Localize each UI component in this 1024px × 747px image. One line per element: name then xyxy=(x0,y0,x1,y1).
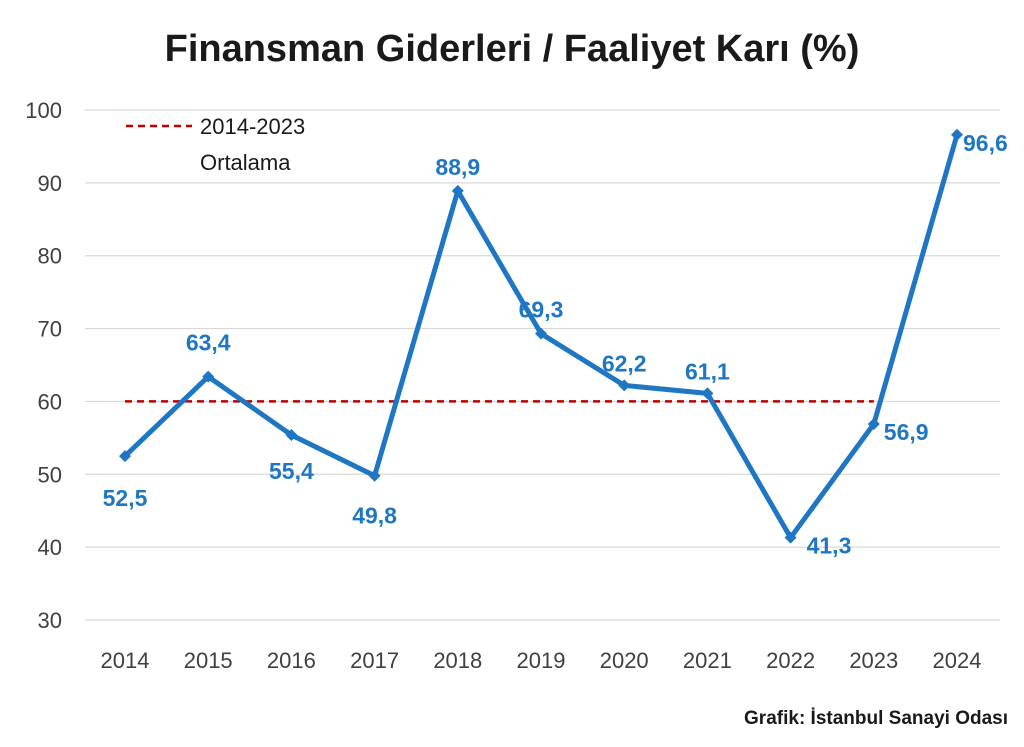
data-point-marker xyxy=(535,327,547,340)
source-credit: Grafik: İstanbul Sanayi Odası xyxy=(744,708,1008,729)
y-tick-label: 80 xyxy=(38,244,62,269)
data-label: 55,4 xyxy=(269,458,314,484)
data-point-marker xyxy=(618,379,631,392)
data-label: 62,2 xyxy=(602,350,647,376)
y-tick-label: 40 xyxy=(38,535,62,560)
data-point-marker xyxy=(867,418,880,431)
data-label: 96,6 xyxy=(963,130,1008,156)
data-point-marker xyxy=(701,387,714,400)
data-point-marker xyxy=(368,469,381,482)
x-tick-label: 2015 xyxy=(184,648,233,673)
y-tick-label: 50 xyxy=(38,462,62,487)
data-label: 61,1 xyxy=(685,358,730,384)
data-label: 63,4 xyxy=(186,330,231,356)
data-label: 49,8 xyxy=(352,503,397,529)
x-tick-label: 2021 xyxy=(683,648,732,673)
data-label: 88,9 xyxy=(435,154,480,180)
x-tick-label: 2014 xyxy=(101,648,150,673)
data-label: 41,3 xyxy=(807,533,852,559)
data-point-marker xyxy=(119,450,131,463)
data-point-marker xyxy=(285,428,298,441)
x-tick-label: 2018 xyxy=(433,648,482,673)
data-label: 56,9 xyxy=(884,419,929,445)
x-tick-label: 2017 xyxy=(350,648,399,673)
x-tick-label: 2022 xyxy=(766,648,815,673)
x-tick-label: 2023 xyxy=(849,648,898,673)
data-point-marker xyxy=(951,128,963,141)
y-tick-label: 30 xyxy=(38,608,62,633)
legend: 2014-2023 Ortalama xyxy=(126,114,305,175)
x-tick-label: 2020 xyxy=(600,648,649,673)
x-axis-ticks: 2014 2015 2016 2017 2018 2019 2020 2021 2022 2023… xyxy=(101,648,982,673)
data-labels: 52,5 63,4 55,4 49,8 88,9 69,3 62,2 61,1 41,3 56,9… xyxy=(103,130,1008,559)
data-point-marker xyxy=(451,184,464,197)
data-point-marker xyxy=(784,531,797,544)
legend-label-line2: Ortalama xyxy=(200,150,291,175)
chart-title: Finansman Giderleri / Faaliyet Karı (%) xyxy=(164,28,860,70)
series-line-group xyxy=(119,128,963,544)
y-tick-label: 60 xyxy=(38,389,62,414)
data-label: 69,3 xyxy=(519,297,564,323)
gridlines xyxy=(85,109,1000,621)
y-tick-label: 90 xyxy=(38,171,62,196)
y-tick-label: 70 xyxy=(38,317,62,342)
y-tick-label: 100 xyxy=(25,98,62,123)
data-point-marker xyxy=(202,370,215,383)
x-tick-label: 2019 xyxy=(517,648,566,673)
x-tick-label: 2016 xyxy=(267,648,316,673)
y-axis-ticks: 30 40 50 60 70 80 90 100 xyxy=(25,98,62,633)
legend-label-line1: 2014-2023 xyxy=(200,114,305,139)
data-label: 52,5 xyxy=(103,485,148,511)
x-tick-label: 2024 xyxy=(933,648,982,673)
